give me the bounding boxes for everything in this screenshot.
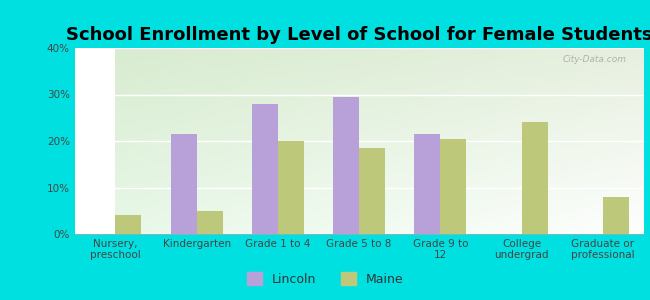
Bar [521,122,547,234]
Bar [278,141,304,234]
Bar [170,134,196,234]
Legend: Lincoln, Maine: Lincoln, Maine [242,267,408,291]
Bar [252,104,278,234]
Bar [196,211,222,234]
Text: City-Data.com: City-Data.com [562,56,627,64]
Title: School Enrollment by Level of School for Female Students: School Enrollment by Level of School for… [66,26,650,44]
Bar [603,197,629,234]
Bar [441,139,467,234]
Bar [333,97,359,234]
Bar [415,134,441,234]
Bar [116,215,142,234]
Bar [359,148,385,234]
